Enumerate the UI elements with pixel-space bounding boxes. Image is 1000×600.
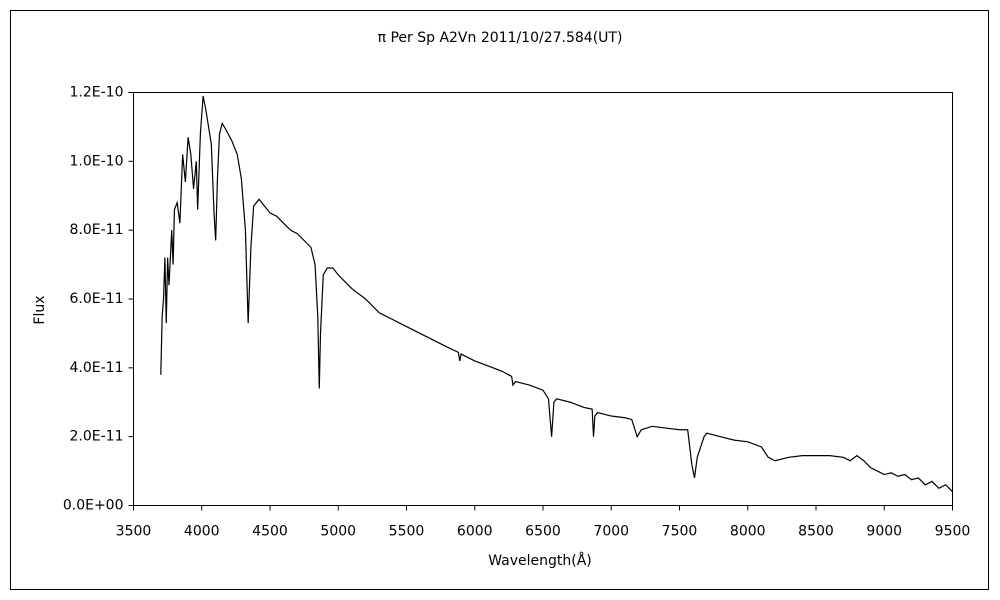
x-tick-label: 3500 (116, 524, 152, 540)
y-tick-label: 1.0E-10 (70, 153, 124, 169)
y-tick-label: 2.0E-11 (70, 429, 124, 445)
spectrum-line (160, 95, 953, 493)
y-tick-label: 8.0E-11 (70, 222, 124, 238)
x-tick-label: 7000 (593, 524, 629, 540)
chart-frame (10, 10, 989, 590)
x-tick-label: 4000 (184, 524, 220, 540)
y-tick-label: 4.0E-11 (70, 360, 124, 376)
y-tick-label: 0.0E+00 (63, 498, 124, 514)
x-tick-label: 5000 (320, 524, 356, 540)
x-tick-label: 4500 (252, 524, 288, 540)
y-tick-label: 1.2E-10 (70, 85, 124, 101)
x-tick-label: 9500 (935, 524, 971, 540)
x-tick-label: 7500 (662, 524, 698, 540)
x-tick-label: 8000 (730, 524, 766, 540)
y-axis-label: Flux (32, 295, 48, 324)
y-tick-label: 6.0E-11 (70, 291, 124, 307)
x-tick-label: 8500 (798, 524, 834, 540)
x-tick-label: 9000 (866, 524, 902, 540)
chart-title: π Per Sp A2Vn 2011/10/27.584(UT) (378, 30, 623, 46)
x-tick-label: 6000 (457, 524, 493, 540)
x-axis-label: Wavelength(Å) (488, 552, 592, 569)
x-tick-label: 6500 (525, 524, 561, 540)
x-tick-label: 5500 (389, 524, 425, 540)
